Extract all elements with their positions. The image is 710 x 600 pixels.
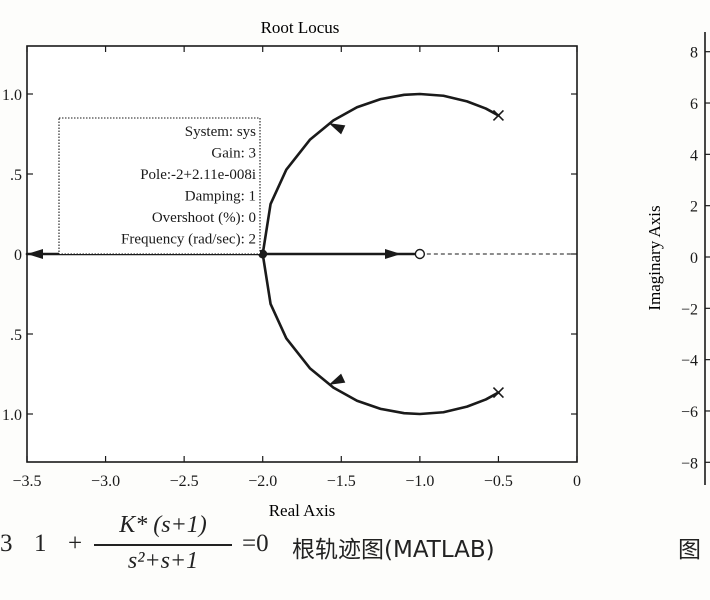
x-tick-label: −3.0 xyxy=(91,473,120,490)
right-y-tick-label: −6 xyxy=(681,404,698,421)
pole-x-stroke xyxy=(492,109,504,122)
equation-equals: =0 xyxy=(242,530,269,557)
real-axis-infinity-arrow-head xyxy=(27,249,43,259)
next-figure-caption: 图 xyxy=(678,537,701,563)
right-root-locus-chart: Imaginary Axis 8 6 4 2 0 −2 −4 −6 −8 xyxy=(645,32,710,485)
right-y-tick-label: −2 xyxy=(681,301,698,318)
datatip-line: Pole:-2+2.11e-008i xyxy=(140,167,256,183)
datatip-line: Frequency (rad/sec): 2 xyxy=(121,232,256,248)
datatip-line: Damping: 1 xyxy=(185,189,256,205)
datatip-frame xyxy=(58,117,261,255)
right-y-tick-label: 0 xyxy=(690,250,698,267)
lower-arc-arrow xyxy=(328,373,346,385)
datatip-line: Overshoot (%): 0 xyxy=(152,210,256,226)
x-tick-label: −2.5 xyxy=(170,473,199,490)
x-axis-label: Real Axis xyxy=(269,501,336,520)
x-tick-label: −2.0 xyxy=(248,473,277,490)
lower-arc-arrow-head xyxy=(328,373,346,385)
upper-arc-arrow-head xyxy=(328,123,346,135)
pole-x-stroke xyxy=(492,386,504,399)
pole-marker xyxy=(492,109,504,122)
caption-title: 根轨迹图(MATLAB) xyxy=(292,537,495,563)
pole-zero-markers xyxy=(258,109,504,399)
y-tick-label: .5 xyxy=(10,167,22,184)
figure-canvas: Root Locus −3.5 −3.0 −2.5 −2.0 −1.5 −1.0 −0.5 0… xyxy=(2,18,710,520)
x-tick-label: −1.5 xyxy=(327,473,356,490)
y-tick-label: .5 xyxy=(10,327,22,344)
x-tick-label: −1.0 xyxy=(405,473,434,490)
right-y-tick-label: 8 xyxy=(690,45,698,62)
equation-numerator: K* (s+1) xyxy=(119,512,207,538)
pole-marker xyxy=(492,386,504,399)
right-y-tick-label: 4 xyxy=(690,147,698,164)
x-tick-label: −3.5 xyxy=(12,473,41,490)
datatip-line: Gain: 3 xyxy=(211,146,256,162)
figure-number: 3 xyxy=(0,530,13,557)
right-y-tick-label: 2 xyxy=(690,199,698,216)
x-axis-ticks: −3.5 −3.0 −2.5 −2.0 −1.5 −1.0 −0.5 0 xyxy=(12,46,581,490)
right-y-tick-label: 6 xyxy=(690,96,698,113)
equation-fraction: K* (s+1) s²+s+1 xyxy=(88,512,238,575)
equation-plus: + xyxy=(68,530,83,557)
locus-branch-lower-arc xyxy=(261,252,500,416)
x-tick-label: −0.5 xyxy=(484,473,513,490)
datatip-box[interactable]: System: sys Gain: 3 Pole:-2+2.11e-008i Damp… xyxy=(58,117,261,255)
selected-point-marker xyxy=(258,249,268,259)
zero-marker xyxy=(414,248,426,260)
y-axis-label: Imaginary Axis xyxy=(645,205,664,310)
right-y-tick-label: −4 xyxy=(681,353,698,370)
datatip-line: System: sys xyxy=(185,124,256,140)
equation-denominator: s²+s+1 xyxy=(127,548,199,574)
y-tick-label: 0 xyxy=(14,247,22,264)
right-y-tick-label: −8 xyxy=(681,455,698,472)
y-axis-ticks: 1.0 .5 0 .5 1.0 xyxy=(2,87,577,424)
right-y-axis-ticks: 8 6 4 2 0 −2 −4 −6 −8 xyxy=(681,45,710,472)
y-tick-label: 1.0 xyxy=(2,407,22,424)
equation-one: 1 xyxy=(34,530,47,557)
real-axis-zero-arrow-head xyxy=(385,249,401,259)
chart-title: Root Locus xyxy=(261,18,340,37)
y-tick-label: 1.0 xyxy=(2,87,22,104)
upper-arc-arrow xyxy=(328,123,346,135)
x-tick-label: 0 xyxy=(573,473,581,490)
figure-caption: 3 1 + K* (s+1) s²+s+1 =0 根轨迹图(MATLAB) 图 xyxy=(0,512,710,600)
real-axis-infinity-arrow xyxy=(27,249,43,259)
fraction-bar xyxy=(94,544,232,546)
real-axis-zero-arrow xyxy=(385,249,401,259)
locus-branch-upper-arc xyxy=(261,92,500,256)
root-locus-chart: Root Locus −3.5 −3.0 −2.5 −2.0 −1.5 −1.0 −0.5 0… xyxy=(2,18,581,520)
